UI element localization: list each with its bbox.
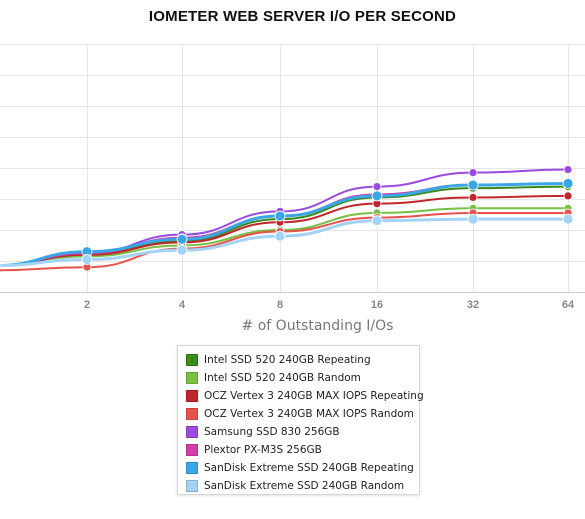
- data-point: [176, 244, 188, 256]
- legend-swatch: [186, 408, 198, 420]
- legend-swatch: [186, 354, 198, 366]
- x-tick-label: 2: [84, 299, 90, 311]
- x-tick-label: 64: [562, 299, 575, 311]
- data-point: [176, 233, 188, 245]
- legend-label: SanDisk Extreme SSD 240GB Random: [204, 480, 405, 492]
- legend-label: Samsung SSD 830 256GB: [204, 426, 340, 438]
- data-point: [371, 215, 383, 227]
- series-6: [0, 178, 574, 268]
- chart-title: IOMETER WEB SERVER I/O PER SECOND: [148, 8, 457, 25]
- data-point: [562, 213, 574, 225]
- legend-label: Intel SSD 520 240GB Repeating: [204, 354, 371, 366]
- data-point: [563, 191, 573, 201]
- legend-swatch: [186, 372, 198, 384]
- legend-swatch: [186, 444, 198, 456]
- data-point: [467, 213, 479, 225]
- data-point: [563, 165, 573, 174]
- legend-swatch: [186, 426, 198, 438]
- series-7: [0, 213, 574, 268]
- data-point: [468, 193, 478, 202]
- x-tick-label: 8: [277, 299, 283, 311]
- legend-item[interactable]: SanDisk Extreme SSD 240GB Random: [186, 477, 419, 495]
- data-point: [468, 168, 478, 178]
- legend-item[interactable]: Intel SSD 520 240GB Repeating: [186, 351, 419, 369]
- legend-item[interactable]: Plextor PX-M3S 256GB: [186, 441, 419, 459]
- legend-label: Intel SSD 520 240GB Random: [204, 372, 361, 384]
- data-point: [371, 190, 383, 202]
- data-point: [274, 210, 286, 222]
- data-point: [274, 230, 286, 242]
- data-point: [562, 178, 574, 189]
- data-point: [467, 179, 479, 191]
- legend-label: Plextor PX-M3S 256GB: [204, 444, 322, 456]
- legend-label: OCZ Vertex 3 240GB MAX IOPS Repeating: [204, 390, 424, 402]
- legend: Intel SSD 520 240GB Repeating Intel SSD 5…: [177, 345, 424, 495]
- legend-item[interactable]: OCZ Vertex 3 240GB MAX IOPS Random: [186, 405, 419, 423]
- legend-item[interactable]: SanDisk Extreme SSD 240GB Repeating: [186, 459, 419, 477]
- x-tick-label: 32: [467, 299, 479, 311]
- legend-swatch: [186, 390, 198, 402]
- x-tick-label: 4: [179, 299, 186, 311]
- legend-item[interactable]: OCZ Vertex 3 240GB MAX IOPS Repeating: [186, 387, 424, 405]
- legend-item[interactable]: Intel SSD 520 240GB Random: [186, 369, 419, 387]
- legend-swatch: [186, 480, 198, 492]
- data-point: [372, 182, 382, 192]
- legend-label: SanDisk Extreme SSD 240GB Repeating: [204, 462, 414, 474]
- grid-layer: [0, 44, 585, 293]
- series-layer: [0, 165, 574, 272]
- legend-label: OCZ Vertex 3 240GB MAX IOPS Random: [204, 408, 414, 420]
- x-tick-label: 16: [371, 299, 383, 311]
- legend-swatch: [186, 462, 198, 474]
- legend-item[interactable]: Samsung SSD 830 256GB: [186, 423, 419, 441]
- tick-layer: 2 4 8 16 32 64: [84, 299, 575, 311]
- data-point: [81, 254, 93, 265]
- x-axis-label: # of Outstanding I/Os: [241, 318, 394, 334]
